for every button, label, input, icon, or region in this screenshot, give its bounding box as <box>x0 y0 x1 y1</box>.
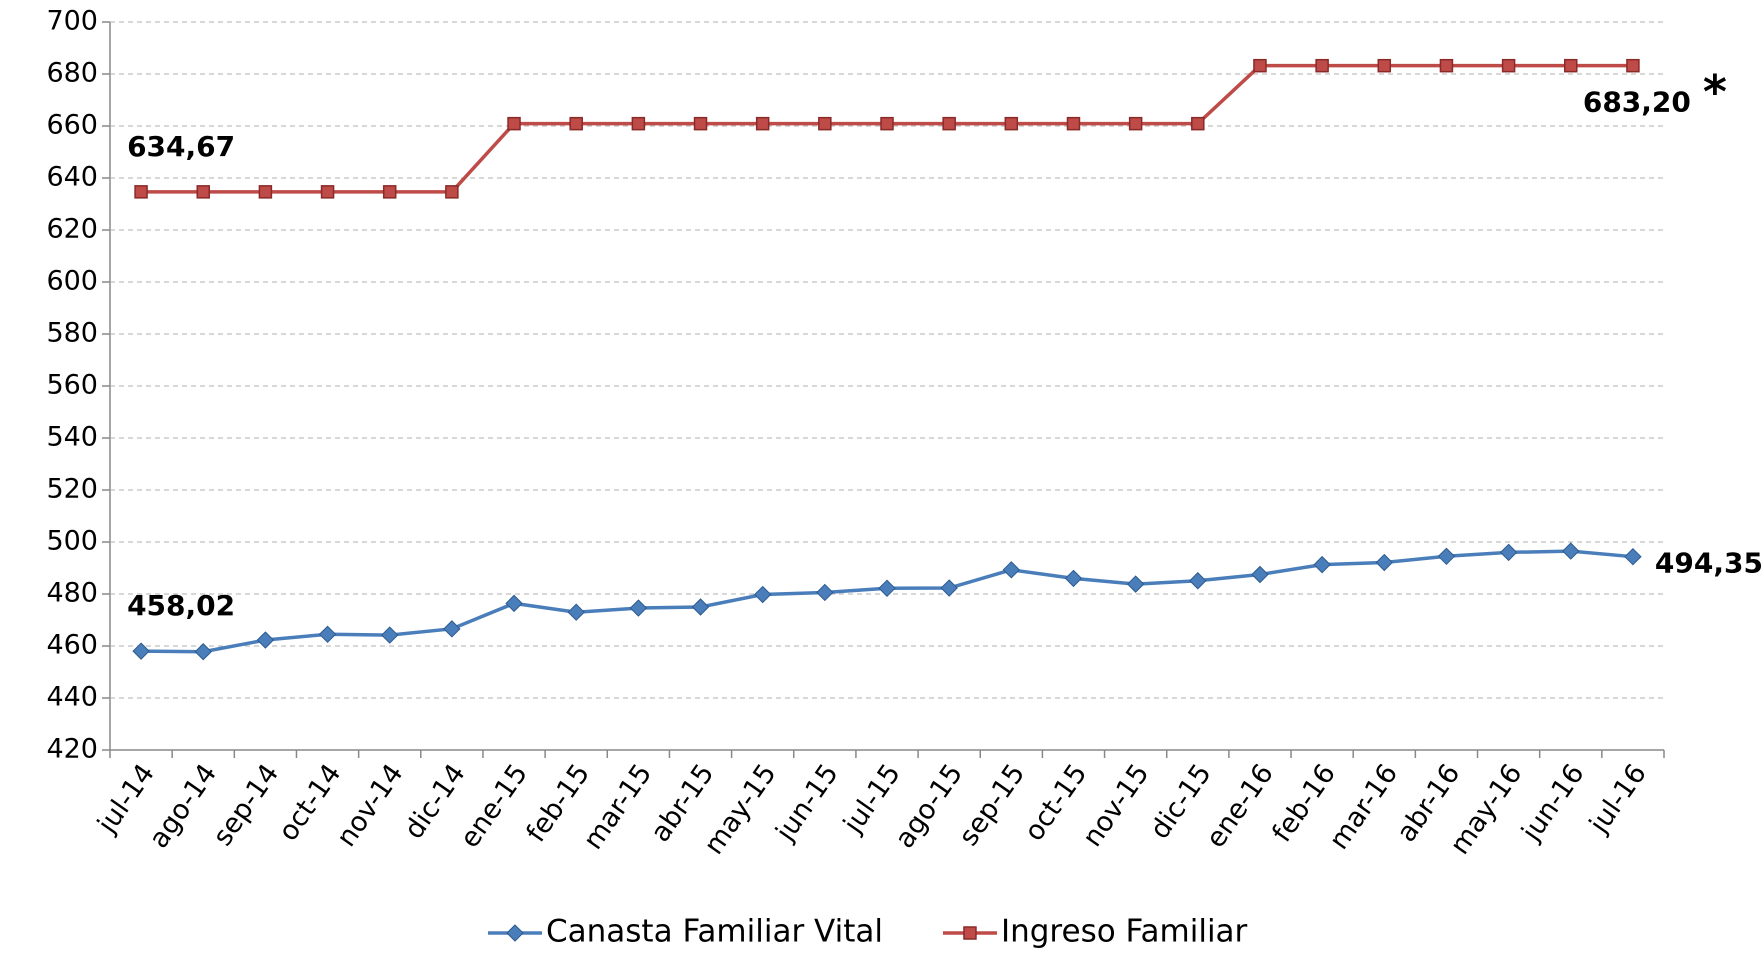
y-tick-label: 520 <box>46 474 98 505</box>
data-label: 494,35 <box>1655 547 1762 580</box>
y-tick-label: 440 <box>46 682 98 713</box>
y-tick-label: 540 <box>46 422 98 453</box>
point <box>691 598 710 616</box>
point <box>132 642 150 660</box>
point <box>963 926 977 940</box>
point <box>880 116 894 131</box>
point <box>318 625 337 644</box>
point <box>1626 58 1640 73</box>
point <box>196 185 210 199</box>
point <box>818 116 832 131</box>
y-tick-label: 680 <box>46 58 98 89</box>
point <box>1128 116 1143 131</box>
data-label: 683,20 <box>1583 86 1691 119</box>
point <box>443 620 461 638</box>
y-tick-label: 580 <box>46 318 98 349</box>
legend-label: Ingreso Familiar <box>1001 914 1248 950</box>
point <box>1562 542 1580 560</box>
y-tick-label: 560 <box>46 370 98 401</box>
point <box>1499 543 1518 562</box>
y-tick-label: 500 <box>46 526 98 557</box>
point <box>1253 58 1267 73</box>
point <box>1313 555 1331 574</box>
point <box>381 626 399 644</box>
point <box>878 579 896 597</box>
y-tick-label: 600 <box>46 266 98 297</box>
point <box>1066 116 1081 131</box>
point <box>256 631 275 649</box>
point <box>569 116 583 131</box>
point <box>382 185 397 199</box>
point <box>940 579 958 597</box>
point <box>753 585 772 604</box>
series-line <box>141 549 1634 654</box>
data-label: 458,02 <box>127 589 235 622</box>
point <box>1064 569 1083 588</box>
x-tick-label: sep-14 <box>207 759 285 852</box>
point <box>1315 58 1329 73</box>
y-tick-label: 420 <box>46 734 98 765</box>
point <box>629 599 648 617</box>
point <box>1126 575 1145 593</box>
point <box>1437 547 1456 566</box>
x-tick-label: jun-16 <box>1515 759 1590 848</box>
x-tick-label: jun-15 <box>770 759 845 848</box>
point <box>134 185 148 199</box>
x-tick-label: jul-16 <box>1583 759 1653 840</box>
legend: Canasta Familiar Vital Ingreso Familiar <box>488 914 1248 950</box>
point <box>258 185 273 199</box>
y-tick-label: 640 <box>46 162 98 193</box>
point <box>693 116 708 131</box>
point <box>1439 58 1454 73</box>
point <box>942 116 956 131</box>
point <box>1002 561 1021 579</box>
x-tick-label: nov-15 <box>1077 759 1156 853</box>
point <box>445 185 459 199</box>
point <box>1251 565 1269 584</box>
y-tick-label: 700 <box>46 6 98 37</box>
x-tick-label: nov-14 <box>331 759 410 853</box>
x-tick-label: sep-15 <box>953 759 1031 852</box>
point <box>816 583 834 602</box>
point <box>320 185 335 199</box>
point <box>631 116 646 131</box>
point <box>1189 572 1207 590</box>
annotation: * <box>1703 65 1727 119</box>
legend-label: Canasta Familiar Vital <box>546 914 883 950</box>
y-tick-label: 620 <box>46 214 98 245</box>
point <box>505 594 523 613</box>
y-tick-label: 480 <box>46 578 98 609</box>
point <box>755 116 770 131</box>
point <box>1564 58 1578 73</box>
point <box>567 603 585 621</box>
y-tick-label: 660 <box>46 110 98 141</box>
point <box>506 924 524 942</box>
data-label: 634,67 <box>127 130 235 163</box>
point <box>1004 116 1019 131</box>
y-tick-label: 460 <box>46 630 98 661</box>
point <box>1624 547 1642 566</box>
point <box>1375 553 1393 572</box>
point <box>1501 58 1516 73</box>
point <box>194 643 212 661</box>
point <box>1191 116 1205 131</box>
point <box>507 116 521 131</box>
point <box>1377 58 1392 73</box>
